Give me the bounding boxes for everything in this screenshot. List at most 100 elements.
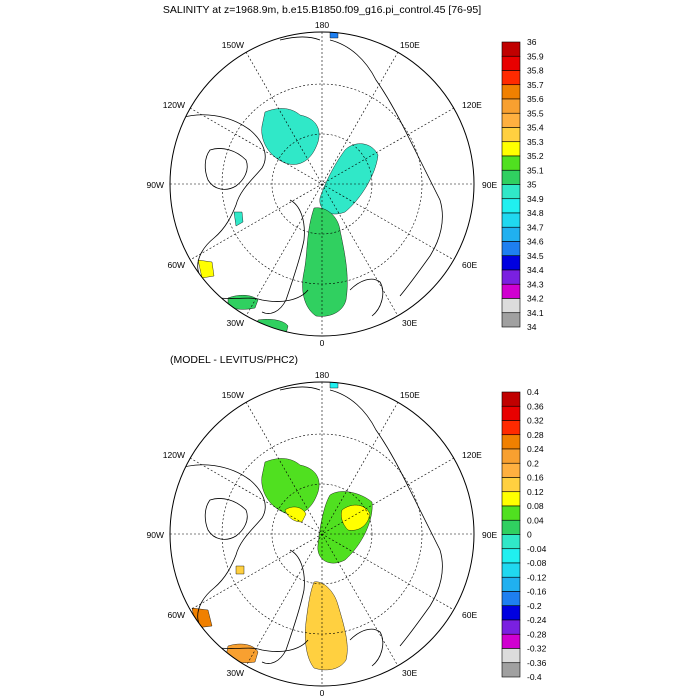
lon-label-30w: 30W [227, 668, 244, 678]
region-nordic-seas [302, 207, 348, 317]
longitude-labels: 180 150E 120E 90E 60E 30E 0 30W 60W 90W … [147, 20, 498, 348]
colorbar-tick-label: 34.5 [527, 251, 544, 261]
difference-panel: (MODEL - LEVITUS/PHC2) [147, 354, 547, 698]
map-boundary [169, 381, 475, 687]
lon-label-180: 180 [315, 370, 329, 380]
colorbar-swatch [501, 534, 521, 550]
colorbar-swatch [501, 41, 521, 57]
colorbar-tick-label: -0.16 [527, 587, 547, 597]
region-amundsen-yellow-patch [284, 506, 307, 523]
lon-label-120e: 120E [462, 450, 482, 460]
colorbar-swatch [501, 448, 521, 464]
colorbar-tick-label: 34.3 [527, 279, 544, 289]
colorbar-swatch [501, 505, 521, 521]
colorbar-swatch [501, 226, 521, 242]
colorbar-swatch [501, 212, 521, 228]
lon-label-120w: 120W [163, 100, 185, 110]
colorbar-swatch [501, 491, 521, 507]
colorbar-tick-label: 0.08 [527, 501, 544, 511]
colorbar-tick-label: 0.2 [527, 458, 539, 468]
colorbar-tick-label: 35 [527, 180, 537, 190]
lon-label-30e: 30E [402, 668, 417, 678]
coastline-canadian-archipelago [204, 148, 248, 190]
region-bering-strait [329, 382, 339, 389]
colorbar-swatch [501, 548, 521, 564]
region-eurasian-yellow-patch [341, 504, 371, 531]
colorbar-swatch [501, 633, 521, 649]
colorbar-tick-label: 0.12 [527, 487, 544, 497]
colorbar-swatch [501, 391, 521, 407]
graticule [170, 32, 474, 336]
colorbar-swatch [501, 420, 521, 436]
lon-label-0: 0 [320, 688, 325, 698]
region-canada-basin [261, 108, 320, 165]
lon-label-30e: 30E [402, 318, 417, 328]
colorbar-tick-label: 0.32 [527, 416, 544, 426]
coastline-eurasia [329, 39, 443, 297]
region-bering-strait [329, 32, 339, 39]
colorbar-swatch [501, 619, 521, 635]
colorbar-tick-label: 35.2 [527, 151, 544, 161]
colorbar-tick-label: -0.12 [527, 572, 547, 582]
colorbar-swatch [501, 312, 521, 328]
colorbar-tick-label: 35.1 [527, 165, 544, 175]
colorbar-swatch [501, 269, 521, 285]
colorbar-swatch [501, 84, 521, 100]
colorbar-tick-label: 0.24 [527, 444, 544, 454]
map-area [170, 382, 474, 686]
colorbar-swatch [501, 605, 521, 621]
coastline-canadian-archipelago [204, 498, 248, 540]
colorbar-tick-label: 34.6 [527, 237, 544, 247]
colorbar-swatch [501, 298, 521, 314]
colorbar-tick-label: 0.28 [527, 430, 544, 440]
longitude-labels: 180 150E 120E 90E 60E 30E 0 30W 60W 90W … [147, 370, 498, 698]
lon-label-150e: 150E [400, 40, 420, 50]
colorbar-swatch [501, 434, 521, 450]
colorbar-tick-label: -0.4 [527, 672, 542, 682]
lon-label-60e: 60E [462, 610, 477, 620]
region-nordic-seas [305, 581, 348, 671]
colorbar-swatch [501, 70, 521, 86]
colorbar-tick-label: 35.5 [527, 108, 544, 118]
coastline-scandinavia [349, 628, 384, 667]
colorbar-tick-label: 0.04 [527, 515, 544, 525]
coastlines [174, 36, 443, 317]
coastline-north-america [174, 114, 309, 302]
coastline-alaska [279, 386, 321, 391]
salinity-panel: SALINITY at z=1968.9m, b.e15.B1850.f09_g… [147, 4, 544, 348]
lon-label-90e: 90E [482, 180, 497, 190]
region-labrador-edge [197, 259, 215, 279]
lon-label-60e: 60E [462, 260, 477, 270]
coastline-north-america [174, 464, 309, 652]
colorbar-tick-label: 36 [527, 37, 537, 47]
colorbar-tick-label: -0.28 [527, 629, 547, 639]
colorbar-swatch [501, 141, 521, 157]
colorbar: 0.4 0.36 0.32 0.28 0.24 0.2 0.16 0.12 0.08 0.04 0 -… [501, 387, 547, 682]
region-canada-basin [261, 458, 320, 515]
colorbar-tick-label: 0.16 [527, 473, 544, 483]
colorbar-swatch [501, 198, 521, 214]
colorbar-tick-label: 34 [527, 322, 537, 332]
colorbar-swatch [501, 462, 521, 478]
region-baffin-spot [235, 565, 245, 575]
colorbar-tick-label: -0.24 [527, 615, 547, 625]
colorbar-swatch [501, 648, 521, 664]
lon-label-90w: 90W [147, 530, 164, 540]
colorbar-tick-label: -0.36 [527, 658, 547, 668]
colorbar-tick-label: 0.36 [527, 401, 544, 411]
colorbar-tick-label: 35.4 [527, 123, 544, 133]
colorbar-tick-label: -0.2 [527, 601, 542, 611]
colorbar-swatch [501, 255, 521, 271]
colorbar-tick-label: 35.6 [527, 94, 544, 104]
colorbar-swatch [501, 112, 521, 128]
lon-label-0: 0 [320, 338, 325, 348]
lon-label-60w: 60W [168, 610, 185, 620]
colorbar-swatch [501, 405, 521, 421]
colorbar-tick-label: 0.4 [527, 387, 539, 397]
graticule [170, 382, 474, 686]
colorbar-swatch [501, 155, 521, 171]
colorbar-tick-label: 34.1 [527, 308, 544, 318]
lon-label-150w: 150W [222, 390, 244, 400]
colorbar-tick-label: 35.9 [527, 51, 544, 61]
